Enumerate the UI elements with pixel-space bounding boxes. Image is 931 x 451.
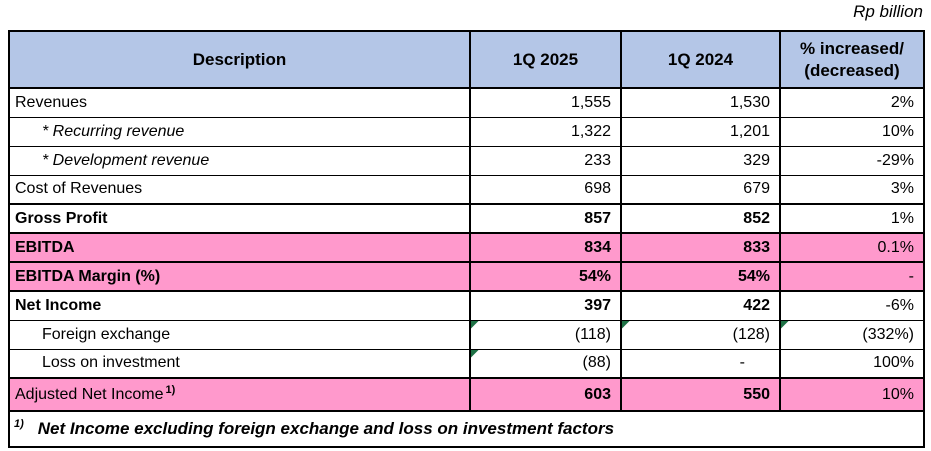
- table-header-row: Description 1Q 2025 1Q 2024 % increased/…: [8, 30, 925, 89]
- financial-table: Description 1Q 2025 1Q 2024 % increased/…: [8, 30, 925, 448]
- table-row-recurring-revenue: * Recurring revenue 1,322 1,201 10%: [8, 116, 925, 147]
- pct-change-cell: 3%: [779, 174, 925, 205]
- value-1q2025-cell: (118): [469, 319, 622, 350]
- value-1q2025-cell: 857: [469, 203, 622, 234]
- label-cell: * Development revenue: [8, 145, 471, 176]
- pct-change-cell: (332%): [779, 319, 925, 350]
- footnote-cell: 1) Net Income excluding foreign exchange …: [8, 410, 925, 448]
- value-1q2025-cell: 54%: [469, 261, 622, 292]
- value-1q2025-cell: 603: [469, 377, 622, 412]
- table-row-development-revenue: * Development revenue 233 329 -29%: [8, 145, 925, 176]
- footnote-superscript: 1): [14, 418, 24, 430]
- cell-value: (118): [574, 325, 611, 343]
- table-row-gross-profit: Gross Profit 857 852 1%: [8, 203, 925, 234]
- value-1q2025-cell: 698: [469, 174, 622, 205]
- footnote-text: Net Income excluding foreign exchange an…: [37, 419, 615, 438]
- cell-value: (332%): [862, 325, 914, 343]
- cell-flag-icon: [781, 320, 789, 329]
- value-1q2024-cell: 852: [620, 203, 781, 234]
- table-row-foreign-exchange: Foreign exchange (118) (128) (332%): [8, 319, 925, 350]
- label-cell: Adjusted Net Income 1): [8, 377, 471, 412]
- table-row-cost-of-revenues: Cost of Revenues 698 679 3%: [8, 174, 925, 205]
- row-label: Adjusted Net Income: [15, 385, 164, 403]
- value-1q2025-cell: 1,322: [469, 116, 622, 147]
- value-1q2024-cell: 329: [620, 145, 781, 176]
- pct-header-line1: % increased/: [800, 39, 904, 59]
- value-1q2024-cell: (128): [620, 319, 781, 350]
- cell-flag-icon: [622, 320, 630, 329]
- pct-change-cell: 10%: [779, 116, 925, 147]
- col-header-pct-change: % increased/ (decreased): [779, 30, 925, 89]
- value-1q2024-cell: 833: [620, 232, 781, 263]
- table-row-adjusted-net-income: Adjusted Net Income 1) 603 550 10%: [8, 377, 925, 412]
- label-cell: EBITDA Margin (%): [8, 261, 471, 292]
- pct-change-cell: 100%: [779, 348, 925, 379]
- value-1q2025-cell: 397: [469, 290, 622, 321]
- table-row-net-income: Net Income 397 422 -6%: [8, 290, 925, 321]
- label-cell: Cost of Revenues: [8, 174, 471, 205]
- label-cell: * Recurring revenue: [8, 116, 471, 147]
- unit-label: Rp billion: [853, 2, 923, 21]
- cell-flag-icon: [471, 349, 479, 358]
- pct-header-line2: (decreased): [804, 60, 900, 80]
- label-cell: Loss on investment: [8, 348, 471, 379]
- col-header-1q2025: 1Q 2025: [469, 30, 622, 89]
- value-1q2025-cell: (88): [469, 348, 622, 379]
- value-1q2025-cell: 233: [469, 145, 622, 176]
- cell-flag-icon: [471, 320, 479, 329]
- value-1q2024-cell: 422: [620, 290, 781, 321]
- value-1q2024-cell: 550: [620, 377, 781, 412]
- cell-value: (88): [582, 354, 611, 372]
- pct-change-cell: 0.1%: [779, 232, 925, 263]
- label-cell: EBITDA: [8, 232, 471, 263]
- label-cell: Revenues: [8, 87, 471, 118]
- pct-change-cell: -29%: [779, 145, 925, 176]
- label-cell: Net Income: [8, 290, 471, 321]
- value-1q2024-cell: 1,530: [620, 87, 781, 118]
- pct-change-cell: 2%: [779, 87, 925, 118]
- cell-value: (128): [732, 325, 770, 343]
- value-1q2024-cell: 1,201: [620, 116, 781, 147]
- table-row-loss-on-investment: Loss on investment (88) - 100%: [8, 348, 925, 379]
- value-1q2024-cell: 679: [620, 174, 781, 205]
- table-row-ebitda-margin: EBITDA Margin (%) 54% 54% -: [8, 261, 925, 292]
- label-cell: Foreign exchange: [8, 319, 471, 350]
- footnote-reference: 1): [165, 383, 176, 396]
- table-row-revenues: Revenues 1,555 1,530 2%: [8, 87, 925, 118]
- value-1q2024-cell: 54%: [620, 261, 781, 292]
- table-row-ebitda: EBITDA 834 833 0.1%: [8, 232, 925, 263]
- pct-change-cell: -6%: [779, 290, 925, 321]
- value-1q2025-cell: 834: [469, 232, 622, 263]
- pct-change-cell: 10%: [779, 377, 925, 412]
- label-cell: Gross Profit: [8, 203, 471, 234]
- pct-change-cell: -: [779, 261, 925, 292]
- footnote-row: 1) Net Income excluding foreign exchange …: [8, 410, 925, 448]
- pct-change-cell: 1%: [779, 203, 925, 234]
- col-header-description: Description: [8, 30, 471, 89]
- value-1q2025-cell: 1,555: [469, 87, 622, 118]
- col-header-1q2024: 1Q 2024: [620, 30, 781, 89]
- value-1q2024-cell: -: [620, 348, 781, 379]
